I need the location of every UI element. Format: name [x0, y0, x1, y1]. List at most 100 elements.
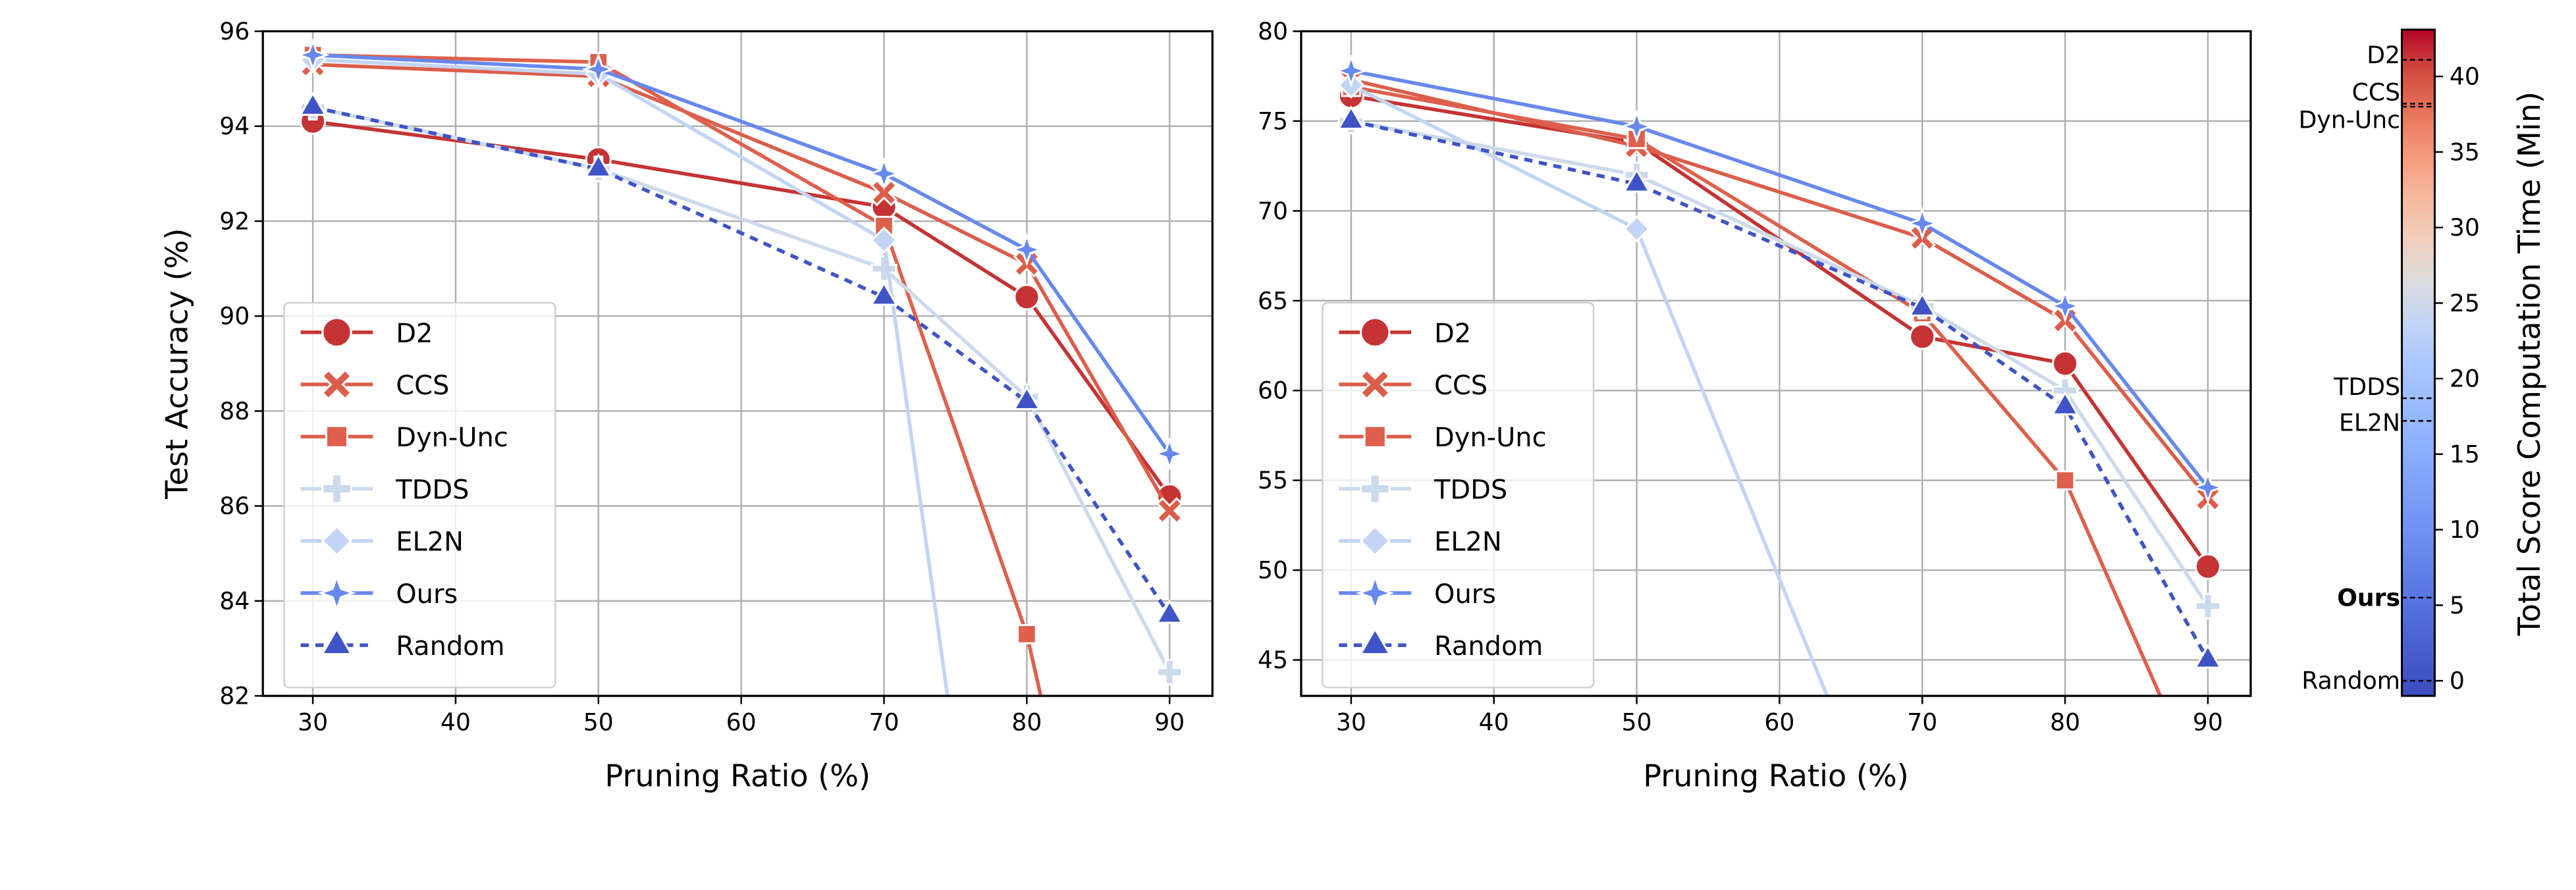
left-point-ours [296, 38, 330, 72]
right-legend-label: TDDS [1434, 475, 1507, 505]
colorbar-marker-el2n: EL2N [2339, 408, 2435, 436]
left-legend-marker-tdds [321, 473, 352, 504]
right-line-random [1351, 119, 2210, 661]
left-point-ccs [1156, 497, 1183, 525]
right-legend-marker-ours [1356, 573, 1395, 612]
right-legend-marker-dyn-unc [1363, 425, 1387, 448]
colorbar-gradient [2401, 28, 2436, 697]
colorbar-marker-label: TDDS [2333, 373, 2400, 401]
right-plot: 30 40 50 60 70 80 90 45 50 55 60 65 70 75 80 Pruning R… [1258, 17, 2252, 794]
left-legend: D2 CCS Dyn-Unc TDDS EL2N Ours Random [283, 301, 556, 689]
colorbar-tick-label: 5 [2450, 591, 2465, 619]
right-y-tick-label: 80 [1258, 17, 1288, 45]
right-legend-item-random: Random [1339, 627, 1543, 662]
right-legend-label: D2 [1434, 319, 1471, 349]
colorbar-tick-label: 40 [2450, 63, 2480, 91]
right-x-tick-label: 70 [1907, 708, 1937, 737]
right-y-tick-label: 45 [1258, 646, 1288, 674]
colorbar-tick-label: 15 [2450, 440, 2480, 468]
left-y-tick-label: 86 [219, 492, 250, 520]
left-legend-item-dyn-unc: Dyn-Unc [300, 423, 508, 453]
right-x-tick-label: 60 [1764, 708, 1794, 737]
left-legend-label: D2 [396, 319, 433, 349]
left-point-ours [581, 52, 616, 86]
left-point-ours [1152, 436, 1187, 471]
right-legend-marker-random [1358, 627, 1391, 656]
right-legend-label: CCS [1434, 371, 1488, 401]
left-y-tick-label: 94 [219, 112, 250, 140]
left-legend-item-d2: D2 [300, 317, 433, 349]
right-legend-item-tdds: TDDS [1339, 473, 1507, 505]
right-point-d2 [1909, 323, 1936, 350]
right-y-tick-label: 70 [1258, 197, 1288, 225]
colorbar-marker-d2: D2 [2367, 41, 2435, 69]
right-point-random [1623, 168, 1651, 193]
right-ticks: 30 40 50 60 70 80 90 45 50 55 60 65 70 75 80 [1258, 17, 2223, 737]
left-series [296, 38, 1187, 696]
left-y-tick-label: 82 [219, 682, 250, 710]
right-legend-item-ccs: CCS [1339, 369, 1488, 401]
left-point-ours [867, 157, 901, 191]
left-x-tick-label: 70 [869, 708, 899, 737]
colorbar-marker-label: Dyn-Unc [2299, 105, 2400, 134]
left-point-ours [1009, 232, 1044, 267]
right-point-tdds [2194, 592, 2222, 619]
right-point-d2 [2194, 553, 2222, 580]
left-point-el2n [870, 226, 898, 254]
left-x-tick-label: 50 [583, 708, 614, 737]
right-x-tick-label: 30 [1336, 708, 1366, 737]
colorbar-tick-label: 25 [2450, 289, 2480, 317]
colorbar-marker-label: Ours [2337, 583, 2400, 612]
colorbar-marker-tdds: TDDS [2333, 373, 2435, 401]
colorbar-marker-label: EL2N [2339, 408, 2400, 436]
right-axes-frame [1300, 30, 2252, 697]
right-legend-label: Dyn-Unc [1434, 423, 1546, 453]
right-legend-marker-el2n [1359, 525, 1391, 557]
right-legend-item-d2: D2 [1339, 317, 1471, 349]
left-legend-marker-d2 [321, 317, 352, 348]
right-y-tick-label: 55 [1258, 466, 1288, 494]
right-series [1334, 53, 2225, 696]
right-legend-item-dyn-unc: Dyn-Unc [1339, 423, 1547, 453]
left-series-ours [296, 38, 1187, 471]
left-point-random [298, 91, 327, 116]
left-y-tick-label: 88 [219, 397, 250, 425]
left-legend-marker-ccs [321, 369, 353, 400]
left-axes-frame [261, 30, 1214, 697]
left-point-d2 [1013, 284, 1040, 311]
right-legend-item-el2n: EL2N [1339, 525, 1502, 558]
right-legend-label: Random [1434, 631, 1543, 662]
left-point-dyn-unc [1017, 624, 1037, 644]
right-y-tick-label: 50 [1258, 556, 1288, 585]
left-legend-marker-dyn-unc [325, 425, 349, 448]
left-ticks: 30 40 50 60 70 80 90 82 84 86 88 90 92 94 96 [219, 17, 1185, 737]
right-legend-item-ours: Ours [1339, 573, 1496, 612]
left-legend-item-el2n: EL2N [300, 525, 464, 558]
right-legend-marker-ccs [1359, 369, 1391, 400]
right-point-random [2051, 390, 2080, 415]
right-line-el2n [1350, 83, 1829, 696]
colorbar-tick-label: 30 [2450, 213, 2480, 242]
left-x-tick-label: 30 [298, 708, 328, 737]
left-point-random [584, 153, 613, 178]
left-legend-marker-ours [317, 573, 356, 612]
right-series-random [1337, 105, 2222, 669]
right-point-el2n [1623, 215, 1651, 243]
colorbar-marker-ccs: CCS [2352, 78, 2435, 106]
left-line-random [312, 105, 1171, 617]
left-y-tick-label: 84 [219, 587, 250, 615]
right-point-ours [1620, 109, 1654, 144]
left-y-tick-label: 90 [219, 302, 250, 330]
left-legend-label: Random [396, 631, 504, 662]
right-x-tick-label: 40 [1479, 708, 1509, 737]
colorbar-marker-label: Random [2301, 667, 2400, 695]
left-y-tick-label: 96 [219, 17, 250, 45]
right-x-tick-label: 90 [2193, 708, 2223, 737]
colorbar-label: Total Score Computation Time (Min) [2511, 92, 2547, 637]
right-y-tick-label: 65 [1258, 286, 1288, 315]
left-point-tdds [1156, 658, 1183, 686]
right-point-random [1908, 292, 1937, 317]
right-legend-marker-tdds [1360, 473, 1391, 504]
right-legend: D2 CCS Dyn-Unc TDDS EL2N Ours Random [1322, 301, 1595, 689]
